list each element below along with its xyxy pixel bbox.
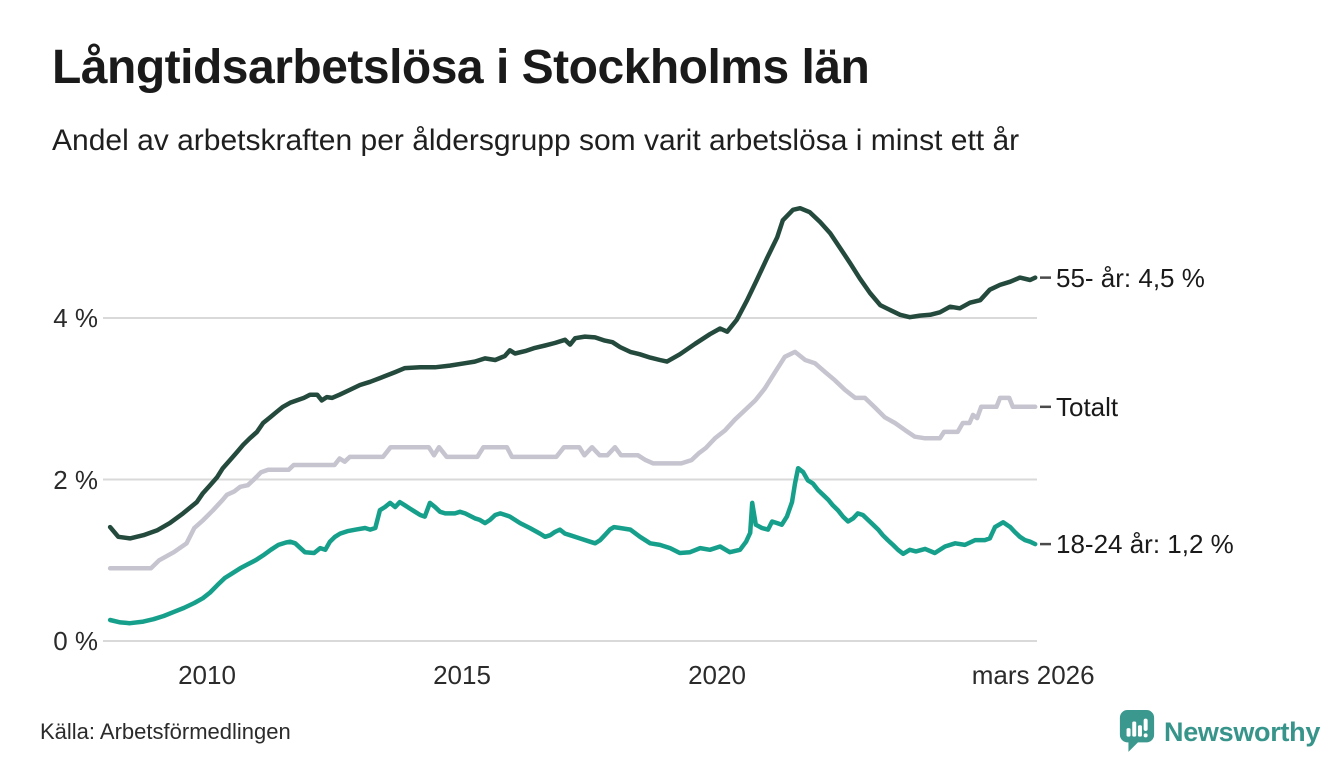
newsworthy-wordmark: Newsworthy bbox=[1164, 717, 1321, 747]
y-axis-tick-2pct: 2 % bbox=[53, 464, 98, 495]
series-label-55-plus: 55- år: 4,5 % bbox=[1056, 262, 1205, 293]
chart-subtitle: Andel av arbetskraften per åldersgrupp s… bbox=[52, 124, 1020, 157]
series-label-totalt: Totalt bbox=[1056, 391, 1119, 422]
y-axis-tick-0pct: 0 % bbox=[53, 626, 98, 656]
x-axis-tick-2015: 2015 bbox=[433, 660, 491, 690]
x-axis-tick-2010: 2010 bbox=[178, 660, 236, 690]
newsworthy-brand: Newsworthy bbox=[1118, 707, 1320, 758]
y-axis-tick-4pct: 4 % bbox=[53, 303, 98, 333]
newsworthy-logo-icon bbox=[1118, 707, 1156, 758]
source-attribution: Källa: Arbetsförmedlingen bbox=[40, 719, 291, 744]
x-axis-tick-2020: 2020 bbox=[688, 660, 746, 690]
series-label-18-24: 18-24 år: 1,2 % bbox=[1056, 529, 1234, 560]
x-axis-tick-mars-2026: mars 2026 bbox=[971, 660, 1095, 690]
page-title: Långtidsarbetslösa i Stockholms län bbox=[52, 41, 870, 94]
